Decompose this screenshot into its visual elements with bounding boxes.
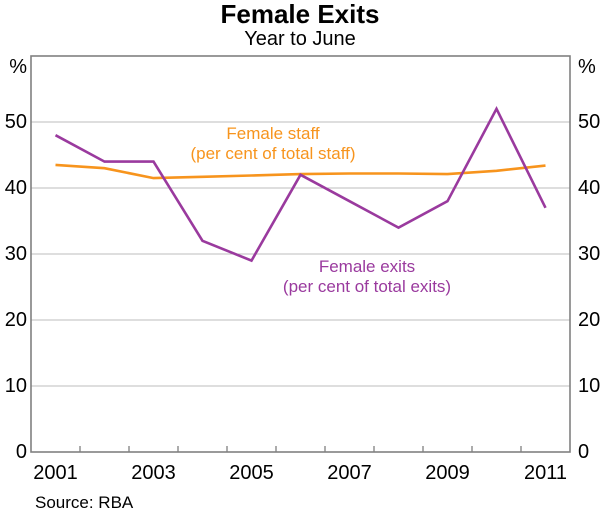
series-label-female-exits-line2: (per cent of total exits) xyxy=(282,277,452,296)
x-axis-label-2009: 2009 xyxy=(425,462,470,484)
series-line-female-exits xyxy=(54,105,547,263)
y-axis-label-left-10: 10 xyxy=(4,375,27,397)
y-axis-label-left-0: 0 xyxy=(15,441,27,463)
x-axis-label-2005: 2005 xyxy=(229,462,274,484)
y-axis-label-right-20: 20 xyxy=(578,309,600,331)
series-label-female-staff-line1: Female staff xyxy=(226,124,320,143)
plot-frame xyxy=(30,55,571,453)
y-axis-label-left-30: 30 xyxy=(4,243,27,265)
y-axis-label-right-10: 10 xyxy=(578,375,600,397)
x-axis-label-2003: 2003 xyxy=(131,462,176,484)
y-axis-label-right-0: 0 xyxy=(578,441,590,463)
y-axis-label-right-30: 30 xyxy=(578,243,600,265)
y-axis-label-left-40: 40 xyxy=(4,177,27,199)
series-label-female-exits: Female exits (per cent of total exits) xyxy=(237,257,497,297)
series-label-female-staff: Female staff (per cent of total staff) xyxy=(143,124,403,164)
series-label-female-exits-line1: Female exits xyxy=(318,257,416,276)
series-label-female-staff-line2: (per cent of total staff) xyxy=(190,144,356,163)
y-axis-label-left-20: 20 xyxy=(4,309,27,331)
x-axis-label-2007: 2007 xyxy=(327,462,372,484)
x-axis-label-2011: 2011 xyxy=(523,462,567,484)
chart-title: Female Exits xyxy=(220,0,380,29)
chart-subtitle: Year to June xyxy=(244,28,356,50)
y-axis-label-left-50: 50 xyxy=(4,111,27,133)
source-note: Source: RBA xyxy=(35,493,134,512)
x-axis-label-2001: 2001 xyxy=(33,462,78,484)
y-axis-label-right-50: 50 xyxy=(578,111,600,133)
y-axis-unit-right: % xyxy=(578,56,596,78)
y-axis-unit-left: % xyxy=(9,56,27,78)
y-axis-label-right-40: 40 xyxy=(578,177,600,199)
